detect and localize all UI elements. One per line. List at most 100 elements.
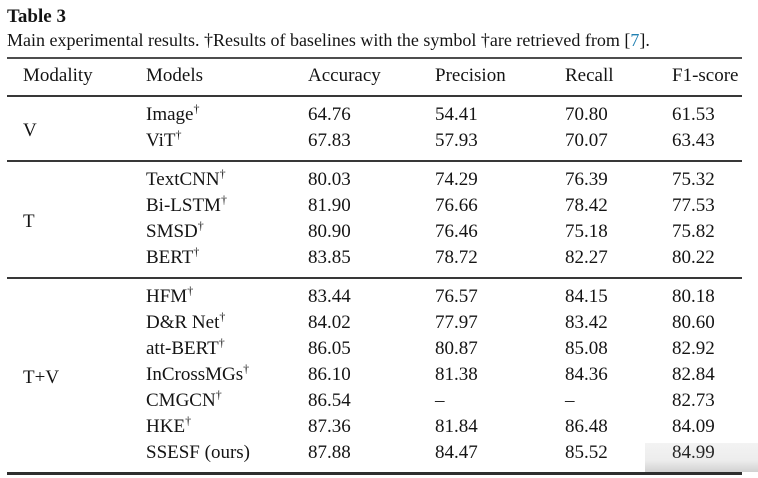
- recall-value: 75.18: [565, 221, 608, 242]
- model-text: ViT: [146, 130, 176, 151]
- group-t: T TextCNN† 80.03 74.29 76.39 75.32 Bi-LS…: [7, 161, 742, 278]
- table-row: ViT† 67.83 57.93 70.07 63.43: [7, 128, 742, 161]
- table-row: BERT† 83.85 78.72 82.27 80.22: [7, 245, 742, 278]
- f1-value: 84.99: [672, 442, 715, 463]
- precision-value: 57.93: [435, 130, 478, 151]
- accuracy-value: 81.90: [308, 195, 351, 216]
- f1-value: 82.92: [672, 338, 715, 359]
- col-header-precision: Precision: [435, 65, 506, 86]
- recall-value: 70.07: [565, 130, 608, 151]
- accuracy-value: 67.83: [308, 130, 351, 151]
- model-name: SSESF (ours): [146, 440, 308, 474]
- recall-value: 85.08: [565, 338, 608, 359]
- col-header-recall: Recall: [565, 65, 614, 86]
- table-row: V Image† 64.76 54.41 70.80 61.53: [7, 96, 742, 141]
- recall-value: 84.15: [565, 286, 608, 307]
- table-row: SMSD† 80.90 76.46 75.18 75.82: [7, 219, 742, 245]
- accuracy-value: 64.76: [308, 104, 351, 125]
- f1-value: 75.32: [672, 169, 715, 190]
- dagger-mark: †: [193, 244, 200, 259]
- model-name: att-BERT†: [146, 336, 308, 362]
- model-text: Bi-LSTM: [146, 195, 221, 216]
- modality-label-v: V: [23, 120, 37, 141]
- model-name: HKE†: [146, 414, 308, 440]
- recall-value: 85.52: [565, 442, 608, 463]
- model-name: HFM†: [146, 278, 308, 310]
- recall-value: –: [565, 390, 575, 411]
- accuracy-value: 87.36: [308, 416, 351, 437]
- recall-value: 86.48: [565, 416, 608, 437]
- dagger-mark: †: [218, 335, 225, 350]
- table-caption: Main experimental results. †Results of b…: [7, 29, 742, 52]
- table-row: Bi-LSTM† 81.90 76.66 78.42 77.53: [7, 193, 742, 219]
- precision-value: 84.47: [435, 442, 478, 463]
- table-row: att-BERT† 86.05 80.87 85.08 82.92: [7, 336, 742, 362]
- modality-label-tv: T+V: [23, 367, 60, 388]
- dagger-mark: †: [243, 361, 250, 376]
- f1-value: 63.43: [672, 130, 715, 151]
- model-text: BERT: [146, 247, 194, 268]
- precision-value: –: [435, 390, 445, 411]
- model-text: SMSD: [146, 221, 198, 242]
- model-text: att-BERT: [146, 338, 219, 359]
- recall-value: 84.36: [565, 364, 608, 385]
- accuracy-value: 87.88: [308, 442, 351, 463]
- col-header-f1: F1-score: [672, 65, 739, 86]
- recall-value: 70.80: [565, 104, 608, 125]
- header-row: Modality Models Accuracy Precision Recal…: [7, 58, 742, 96]
- precision-value: 76.57: [435, 286, 478, 307]
- recall-value: 82.27: [565, 247, 608, 268]
- model-text: Image: [146, 104, 194, 125]
- accuracy-value: 83.85: [308, 247, 351, 268]
- precision-value: 74.29: [435, 169, 478, 190]
- f1-value: 82.84: [672, 364, 715, 385]
- accuracy-value: 84.02: [308, 312, 351, 333]
- model-name: Bi-LSTM†: [146, 193, 308, 219]
- dagger-mark: †: [215, 387, 222, 402]
- model-text: SSESF (ours): [146, 442, 250, 463]
- accuracy-value: 83.44: [308, 286, 351, 307]
- accuracy-value: 80.90: [308, 221, 351, 242]
- dagger-mark: †: [219, 309, 226, 324]
- table-row: InCrossMGs† 86.10 81.38 84.36 82.84: [7, 362, 742, 388]
- table-row: SSESF (ours) 87.88 84.47 85.52 84.99: [7, 440, 742, 474]
- dagger-mark: †: [187, 283, 194, 298]
- citation-bracket-open: [: [624, 30, 631, 50]
- model-name: TextCNN†: [146, 161, 308, 193]
- col-header-modality: Modality: [23, 65, 93, 86]
- accuracy-value: 86.05: [308, 338, 351, 359]
- model-text: HKE: [146, 416, 186, 437]
- precision-value: 76.66: [435, 195, 478, 216]
- model-name: InCrossMGs†: [146, 362, 308, 388]
- recall-value: 78.42: [565, 195, 608, 216]
- modality-label-t: T: [23, 211, 35, 232]
- recall-value: 76.39: [565, 169, 608, 190]
- results-table: Modality Models Accuracy Precision Recal…: [7, 57, 742, 475]
- model-name: SMSD†: [146, 219, 308, 245]
- table-header: Modality Models Accuracy Precision Recal…: [7, 58, 742, 96]
- f1-value: 77.53: [672, 195, 715, 216]
- precision-value: 81.38: [435, 364, 478, 385]
- dagger-mark: †: [185, 413, 192, 428]
- model-text: D&R Net: [146, 312, 220, 333]
- col-header-accuracy: Accuracy: [308, 65, 381, 86]
- citation-link[interactable]: 7: [630, 30, 640, 50]
- f1-value: 80.22: [672, 247, 715, 268]
- accuracy-value: 86.54: [308, 390, 351, 411]
- table-row: T+V HFM† 83.44 76.57 84.15 80.18: [7, 278, 742, 388]
- model-text: HFM: [146, 286, 188, 307]
- dagger-mark: †: [219, 166, 226, 181]
- f1-value: 84.09: [672, 416, 715, 437]
- model-name: D&R Net†: [146, 310, 308, 336]
- dagger-mark: †: [220, 192, 227, 207]
- f1-value: 80.18: [672, 286, 715, 307]
- accuracy-value: 86.10: [308, 364, 351, 385]
- table-title: Table 3: [7, 6, 66, 27]
- precision-value: 76.46: [435, 221, 478, 242]
- group-v: V Image† 64.76 54.41 70.80 61.53 ViT† 67…: [7, 96, 742, 161]
- dagger-mark: †: [175, 127, 182, 142]
- f1-value: 82.73: [672, 390, 715, 411]
- citation-bracket-close: ].: [639, 30, 650, 50]
- table-row: HKE† 87.36 81.84 86.48 84.09: [7, 414, 742, 440]
- f1-value: 75.82: [672, 221, 715, 242]
